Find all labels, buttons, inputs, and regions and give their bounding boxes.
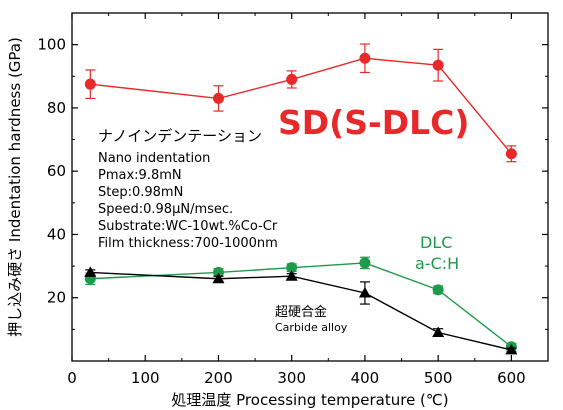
- series-line: [90, 57, 512, 155]
- condition-line-1: Nano indentation: [98, 151, 210, 166]
- data-point: [359, 52, 371, 64]
- condition-line-0: ナノインデンテーション: [98, 127, 262, 145]
- condition-line-6: Film thickness:700-1000nm: [98, 236, 278, 251]
- condition-line-5: Substrate:WC-10wt.%Co-Cr: [98, 219, 278, 234]
- data-point: [84, 78, 96, 90]
- sd-series-label: SD(S-DLC): [278, 103, 469, 142]
- data-point: [285, 270, 298, 281]
- x-tick-label: 600: [497, 369, 526, 387]
- condition-line-4: Speed:0.98μN/msec.: [98, 202, 233, 217]
- y-tick-label: 40: [47, 225, 66, 243]
- y-axis-title: 押し込み硬さ Indentation hardness (GPa): [6, 37, 24, 337]
- carbide-label-en: Carbide alloy: [275, 321, 348, 334]
- x-axis-title: 処理温度 Processing temperature (℃): [171, 391, 448, 409]
- series-line: [90, 271, 512, 351]
- data-point: [212, 92, 224, 104]
- series-0: [84, 43, 517, 163]
- data-point: [286, 262, 298, 274]
- y-tick-label: 20: [47, 289, 66, 307]
- data-point: [432, 284, 444, 296]
- x-tick-label: 100: [131, 369, 160, 387]
- condition-line-3: Step:0.98mN: [98, 185, 183, 200]
- data-point: [432, 59, 444, 71]
- data-point: [358, 286, 371, 298]
- data-point: [212, 266, 224, 278]
- y-tick-label: 60: [47, 162, 66, 180]
- x-tick-label: 300: [277, 369, 306, 387]
- data-point: [212, 272, 225, 284]
- plot-frame: [71, 12, 549, 362]
- y-tick-label: 80: [47, 99, 66, 117]
- x-tick-label: 500: [424, 369, 453, 387]
- data-point: [505, 148, 517, 160]
- data-point: [84, 266, 97, 277]
- axis-ticks: 0 100 200 300 400 500 600 20 40 60 80 100: [37, 13, 548, 387]
- series-2: [84, 266, 518, 355]
- condition-line-2: Pmax:9.8mN: [98, 168, 182, 183]
- data-point: [432, 326, 445, 338]
- y-tick-label: 100: [37, 36, 66, 54]
- dlc-series-label-line1: DLC: [420, 233, 452, 252]
- carbide-label-jp: 超硬合金: [275, 304, 327, 320]
- data-point: [359, 257, 371, 269]
- data-point: [286, 73, 298, 85]
- series-line: [90, 262, 512, 348]
- series-layer: [84, 43, 518, 355]
- conditions-annotation: ナノインデンテーション Nano indentation Pmax:9.8mN …: [98, 127, 278, 251]
- x-tick-label: 200: [204, 369, 233, 387]
- x-tick-label: 0: [67, 369, 77, 387]
- dlc-series-label-line2: a-C:H: [415, 254, 459, 273]
- x-tick-label: 400: [351, 369, 380, 387]
- data-point: [505, 343, 518, 355]
